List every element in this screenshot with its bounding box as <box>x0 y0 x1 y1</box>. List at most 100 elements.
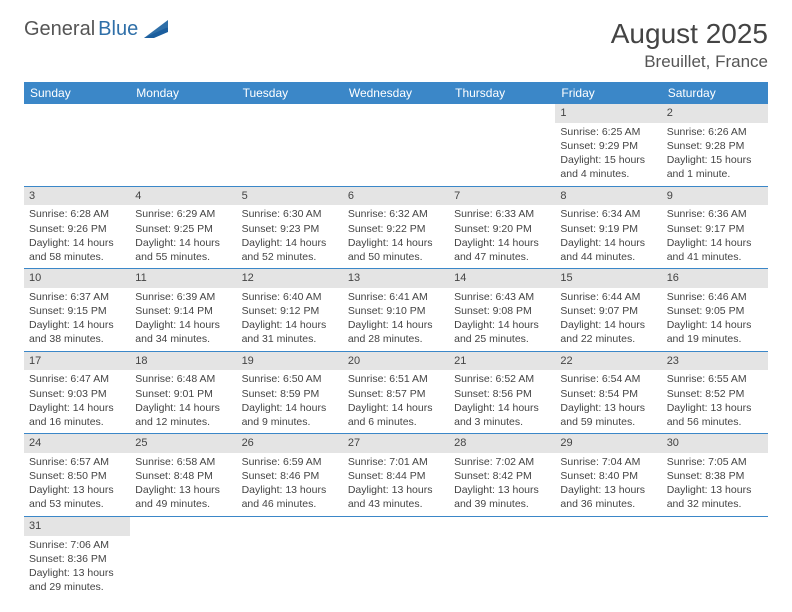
sunrise-text: Sunrise: 6:37 AM <box>29 290 125 304</box>
sunrise-text: Sunrise: 6:34 AM <box>560 207 656 221</box>
day-number: 19 <box>237 352 343 371</box>
calendar-day-cell: 25Sunrise: 6:58 AMSunset: 8:48 PMDayligh… <box>130 434 236 517</box>
sunset-text: Sunset: 9:19 PM <box>560 222 656 236</box>
sunrise-text: Sunrise: 6:28 AM <box>29 207 125 221</box>
sunset-text: Sunset: 9:01 PM <box>135 387 231 401</box>
calendar-day-cell: 4Sunrise: 6:29 AMSunset: 9:25 PMDaylight… <box>130 186 236 269</box>
daylight-text: Daylight: 15 hours and 4 minutes. <box>560 153 656 181</box>
daylight-text: Daylight: 13 hours and 43 minutes. <box>348 483 444 511</box>
day-number: 9 <box>662 187 768 206</box>
calendar-day-cell: 26Sunrise: 6:59 AMSunset: 8:46 PMDayligh… <box>237 434 343 517</box>
calendar-day-cell: 11Sunrise: 6:39 AMSunset: 9:14 PMDayligh… <box>130 269 236 352</box>
calendar-day-cell: 29Sunrise: 7:04 AMSunset: 8:40 PMDayligh… <box>555 434 661 517</box>
page-header: GeneralBlue August 2025 Breuillet, Franc… <box>24 18 768 72</box>
calendar-day-cell: 8Sunrise: 6:34 AMSunset: 9:19 PMDaylight… <box>555 186 661 269</box>
day-details: Sunrise: 6:48 AMSunset: 9:01 PMDaylight:… <box>130 370 236 433</box>
calendar-table: SundayMondayTuesdayWednesdayThursdayFrid… <box>24 82 768 598</box>
daylight-text: Daylight: 13 hours and 46 minutes. <box>242 483 338 511</box>
calendar-empty-cell <box>24 104 130 186</box>
sunset-text: Sunset: 8:52 PM <box>667 387 763 401</box>
day-number: 24 <box>24 434 130 453</box>
day-details: Sunrise: 6:55 AMSunset: 8:52 PMDaylight:… <box>662 370 768 433</box>
day-number: 26 <box>237 434 343 453</box>
day-number: 23 <box>662 352 768 371</box>
sunrise-text: Sunrise: 6:39 AM <box>135 290 231 304</box>
calendar-day-cell: 23Sunrise: 6:55 AMSunset: 8:52 PMDayligh… <box>662 351 768 434</box>
day-details: Sunrise: 6:34 AMSunset: 9:19 PMDaylight:… <box>555 205 661 268</box>
sunrise-text: Sunrise: 6:43 AM <box>454 290 550 304</box>
sunset-text: Sunset: 9:05 PM <box>667 304 763 318</box>
title-block: August 2025 Breuillet, France <box>611 18 768 72</box>
calendar-week-row: 17Sunrise: 6:47 AMSunset: 9:03 PMDayligh… <box>24 351 768 434</box>
calendar-body: 1Sunrise: 6:25 AMSunset: 9:29 PMDaylight… <box>24 104 768 598</box>
sunrise-text: Sunrise: 6:59 AM <box>242 455 338 469</box>
day-number: 27 <box>343 434 449 453</box>
sunset-text: Sunset: 9:20 PM <box>454 222 550 236</box>
sunset-text: Sunset: 8:40 PM <box>560 469 656 483</box>
day-number: 6 <box>343 187 449 206</box>
sunset-text: Sunset: 8:59 PM <box>242 387 338 401</box>
daylight-text: Daylight: 14 hours and 58 minutes. <box>29 236 125 264</box>
sunset-text: Sunset: 9:10 PM <box>348 304 444 318</box>
sunrise-text: Sunrise: 6:29 AM <box>135 207 231 221</box>
day-number: 13 <box>343 269 449 288</box>
daylight-text: Daylight: 14 hours and 6 minutes. <box>348 401 444 429</box>
sunset-text: Sunset: 9:15 PM <box>29 304 125 318</box>
day-details: Sunrise: 6:43 AMSunset: 9:08 PMDaylight:… <box>449 288 555 351</box>
day-number: 25 <box>130 434 236 453</box>
sunset-text: Sunset: 9:14 PM <box>135 304 231 318</box>
day-details: Sunrise: 7:04 AMSunset: 8:40 PMDaylight:… <box>555 453 661 516</box>
sunset-text: Sunset: 9:08 PM <box>454 304 550 318</box>
calendar-day-cell: 15Sunrise: 6:44 AMSunset: 9:07 PMDayligh… <box>555 269 661 352</box>
day-details: Sunrise: 7:01 AMSunset: 8:44 PMDaylight:… <box>343 453 449 516</box>
calendar-empty-cell <box>343 104 449 186</box>
day-details: Sunrise: 6:36 AMSunset: 9:17 PMDaylight:… <box>662 205 768 268</box>
sunset-text: Sunset: 9:25 PM <box>135 222 231 236</box>
calendar-day-cell: 20Sunrise: 6:51 AMSunset: 8:57 PMDayligh… <box>343 351 449 434</box>
calendar-day-cell: 3Sunrise: 6:28 AMSunset: 9:26 PMDaylight… <box>24 186 130 269</box>
calendar-day-cell: 28Sunrise: 7:02 AMSunset: 8:42 PMDayligh… <box>449 434 555 517</box>
day-number: 18 <box>130 352 236 371</box>
sunrise-text: Sunrise: 6:44 AM <box>560 290 656 304</box>
daylight-text: Daylight: 14 hours and 9 minutes. <box>242 401 338 429</box>
calendar-day-cell: 14Sunrise: 6:43 AMSunset: 9:08 PMDayligh… <box>449 269 555 352</box>
daylight-text: Daylight: 13 hours and 39 minutes. <box>454 483 550 511</box>
daylight-text: Daylight: 13 hours and 36 minutes. <box>560 483 656 511</box>
sunrise-text: Sunrise: 7:01 AM <box>348 455 444 469</box>
sunrise-text: Sunrise: 6:52 AM <box>454 372 550 386</box>
calendar-day-cell: 19Sunrise: 6:50 AMSunset: 8:59 PMDayligh… <box>237 351 343 434</box>
day-details: Sunrise: 6:28 AMSunset: 9:26 PMDaylight:… <box>24 205 130 268</box>
day-number: 8 <box>555 187 661 206</box>
day-number: 7 <box>449 187 555 206</box>
day-number: 11 <box>130 269 236 288</box>
weekday-header: Saturday <box>662 82 768 104</box>
calendar-empty-cell <box>449 104 555 186</box>
daylight-text: Daylight: 13 hours and 49 minutes. <box>135 483 231 511</box>
daylight-text: Daylight: 14 hours and 52 minutes. <box>242 236 338 264</box>
sunset-text: Sunset: 9:29 PM <box>560 139 656 153</box>
day-number: 10 <box>24 269 130 288</box>
daylight-text: Daylight: 15 hours and 1 minute. <box>667 153 763 181</box>
calendar-day-cell: 31Sunrise: 7:06 AMSunset: 8:36 PMDayligh… <box>24 516 130 598</box>
sunset-text: Sunset: 9:23 PM <box>242 222 338 236</box>
page-title: August 2025 <box>611 18 768 50</box>
sunset-text: Sunset: 8:54 PM <box>560 387 656 401</box>
daylight-text: Daylight: 14 hours and 22 minutes. <box>560 318 656 346</box>
day-details: Sunrise: 6:32 AMSunset: 9:22 PMDaylight:… <box>343 205 449 268</box>
day-number: 4 <box>130 187 236 206</box>
daylight-text: Daylight: 13 hours and 53 minutes. <box>29 483 125 511</box>
calendar-empty-cell <box>130 516 236 598</box>
weekday-header: Tuesday <box>237 82 343 104</box>
sunrise-text: Sunrise: 6:50 AM <box>242 372 338 386</box>
sunrise-text: Sunrise: 6:46 AM <box>667 290 763 304</box>
day-details: Sunrise: 7:06 AMSunset: 8:36 PMDaylight:… <box>24 536 130 599</box>
calendar-week-row: 31Sunrise: 7:06 AMSunset: 8:36 PMDayligh… <box>24 516 768 598</box>
day-details: Sunrise: 6:40 AMSunset: 9:12 PMDaylight:… <box>237 288 343 351</box>
day-number: 1 <box>555 104 661 123</box>
day-details: Sunrise: 6:29 AMSunset: 9:25 PMDaylight:… <box>130 205 236 268</box>
day-details: Sunrise: 6:59 AMSunset: 8:46 PMDaylight:… <box>237 453 343 516</box>
daylight-text: Daylight: 14 hours and 41 minutes. <box>667 236 763 264</box>
day-details: Sunrise: 6:58 AMSunset: 8:48 PMDaylight:… <box>130 453 236 516</box>
sunrise-text: Sunrise: 6:26 AM <box>667 125 763 139</box>
calendar-week-row: 10 Sunrise: 6:37 AMSunset: 9:15 PM Dayligh… <box>24 269 768 352</box>
